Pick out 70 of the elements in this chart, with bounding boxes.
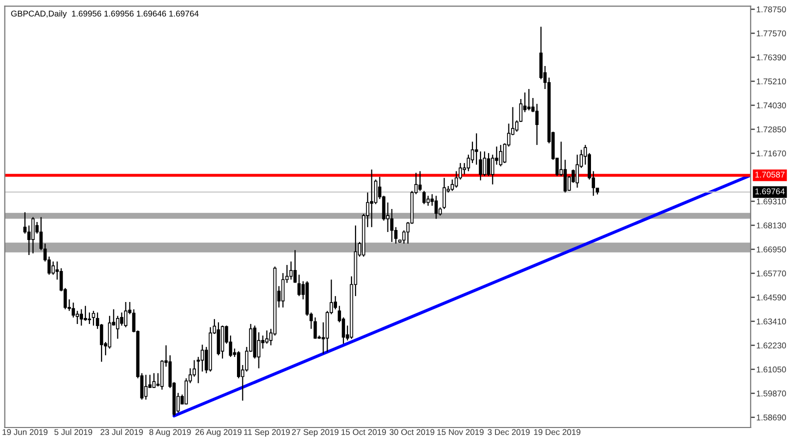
candlestick — [84, 305, 88, 322]
chart-title: GBPCAD,Daily 1.69956 1.69956 1.69646 1.69764 — [11, 10, 199, 18]
candlestick — [124, 301, 128, 328]
x-tick-label: 11 Sep 2019 — [244, 429, 290, 437]
x-tick-label: 15 Oct 2019 — [342, 429, 386, 436]
x-tick-label: 30 Oct 2019 — [390, 429, 434, 436]
candlestick — [289, 260, 293, 280]
candlestick — [216, 322, 220, 356]
y-tick-label: 1.62230 — [756, 342, 786, 348]
candlestick — [80, 308, 84, 326]
y-tick-label: 1.59870 — [756, 390, 786, 396]
x-tick-label: 19 Dec 2019 — [534, 429, 580, 436]
candlestick — [31, 216, 35, 254]
y-tick-label: 1.65770 — [756, 270, 786, 276]
y-tick-label: 1.69310 — [756, 198, 786, 204]
y-tick-label: 1.63410 — [756, 318, 786, 324]
candlestick — [450, 178, 454, 192]
y-tick-label: 1.77570 — [756, 30, 786, 36]
y-tick-label: 1.78750 — [756, 6, 786, 12]
x-tick-label: 8 Aug 2019 — [149, 429, 191, 437]
y-tick-label: 1.74030 — [756, 102, 786, 108]
candlestick — [374, 178, 378, 205]
x-tick-label: 26 Aug 2019 — [195, 429, 242, 437]
candlestick — [478, 150, 482, 181]
candlestick — [265, 330, 268, 344]
y-tick-label: 1.68130 — [756, 222, 786, 228]
candlestick — [88, 312, 92, 325]
candlestick — [418, 170, 422, 192]
candlestick — [52, 260, 55, 276]
x-tick-label: 15 Nov 2019 — [437, 429, 484, 436]
candlestick — [297, 274, 301, 297]
candlestick — [281, 272, 285, 308]
candlestick — [482, 150, 486, 177]
candlestick — [314, 316, 317, 340]
candlestick — [92, 310, 96, 326]
candlestick — [152, 372, 156, 389]
candlestick — [490, 154, 494, 185]
candlestick — [426, 195, 430, 206]
y-tick-label: 1.58690 — [756, 414, 786, 420]
candlestick — [474, 132, 478, 166]
y-tick-label: 1.61050 — [756, 366, 786, 372]
y-tick-label: 1.75210 — [756, 78, 786, 84]
candlestick — [257, 332, 260, 369]
x-tick-label: 23 Jul 2019 — [100, 428, 143, 436]
candlestick — [434, 195, 438, 220]
candlestick — [576, 154, 579, 188]
candlestick — [116, 315, 120, 340]
candlestick — [486, 152, 490, 177]
candlestick — [144, 374, 148, 400]
ref-line-label: 1.70587 — [755, 172, 784, 178]
y-tick-label: 1.71670 — [756, 150, 786, 156]
y-tick-label: 1.66950 — [756, 246, 786, 252]
candlestick — [72, 302, 75, 318]
ref-line-label: 1.69764 — [755, 188, 785, 194]
y-tick-label: 1.76390 — [756, 54, 786, 60]
candlestick — [499, 144, 502, 167]
candlestick — [454, 170, 458, 188]
candlestick — [293, 250, 297, 284]
x-tick-label: 19 Jun 2019 — [2, 429, 48, 436]
y-tick-label: 1.64590 — [756, 294, 786, 300]
candlestick — [370, 168, 374, 228]
x-tick-label: 5 Jul 2019 — [54, 428, 92, 436]
candlestick — [535, 103, 539, 146]
candlestick — [422, 190, 426, 205]
x-tick-label: 3 Dec 2019 — [488, 429, 530, 436]
candlestick — [527, 88, 531, 111]
candlestick — [120, 312, 124, 326]
x-tick-label: 27 Sep 2019 — [292, 429, 338, 437]
y-tick-label: 1.72850 — [756, 126, 786, 132]
candlestick — [564, 159, 567, 194]
